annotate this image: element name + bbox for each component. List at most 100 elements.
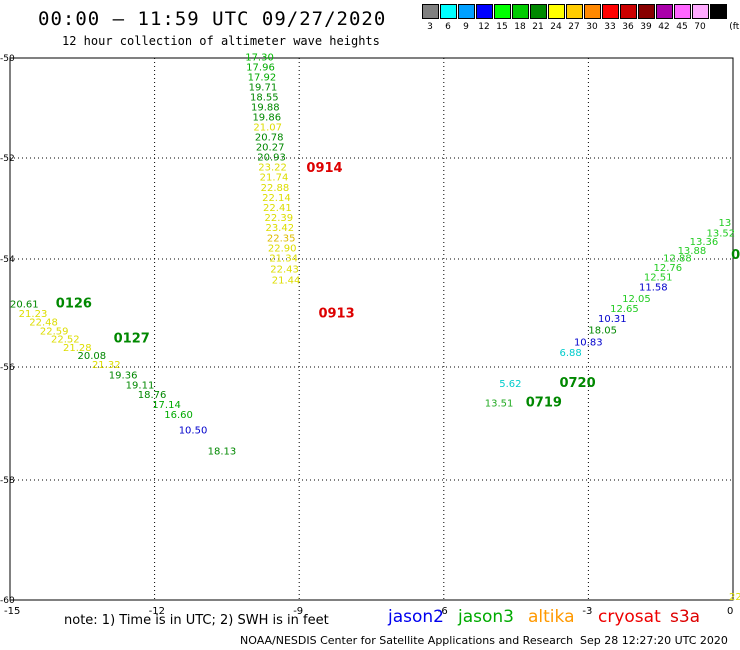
swh-value-label: 21.74: [260, 173, 289, 184]
swh-value-label: 21.34: [269, 254, 298, 265]
swh-value-label: 6.88: [559, 348, 581, 359]
swh-value-label: 17.14: [152, 400, 181, 411]
swh-value-label: 20.93: [257, 153, 286, 164]
swh-value-label: 13: [719, 218, 732, 229]
satellite-label-jason2: jason2: [388, 607, 444, 627]
pass-time-label: 0719: [526, 396, 562, 411]
swh-value-label: 16.60: [164, 410, 193, 421]
track-pass-0126-0127: 20.6121.2322.4822.5922.5221.2820.0821.32…: [10, 297, 236, 458]
swh-value-label: 18.13: [208, 447, 237, 458]
color-scale-label: 36: [622, 22, 634, 32]
color-scale-swatch: [638, 4, 655, 19]
color-scale-swatch: [620, 4, 637, 19]
swh-value-label: 22.90: [268, 243, 297, 254]
lat-tick-label: -50: [0, 54, 15, 64]
axis-ticks: -15 -12 -9 -6 -3 0 -50 -52 -54 -56 -58 -60: [0, 54, 733, 617]
color-scale-swatch: [674, 4, 691, 19]
swh-value-label: 22.52: [51, 335, 80, 346]
swh-value-label: 22.43: [270, 265, 299, 276]
swh-value-label: 18.05: [588, 326, 617, 337]
pass-time-label: 0127: [114, 332, 150, 347]
swh-value-label: 17.30: [245, 53, 274, 64]
lat-tick-label: -56: [0, 363, 15, 373]
swh-value-label: 21.44: [272, 275, 301, 286]
footer-credit: NOAA/NESDIS Center for Satellite Applica…: [240, 634, 574, 647]
swh-value-label: 20.08: [77, 351, 106, 362]
satellite-label-s3a: s3a: [670, 607, 701, 627]
swh-value-label: 10.31: [598, 314, 627, 325]
corner-fragment-label: 22: [729, 592, 740, 603]
color-scale-label: 3: [427, 22, 433, 32]
pass-time-label: 0126: [56, 297, 92, 312]
pass-time-label: 0720: [559, 376, 595, 391]
note-text: note: 1) Time is in UTC; 2) SWH is in fe…: [64, 613, 329, 628]
lon-tick-label: -15: [4, 606, 20, 617]
color-scale-swatch: [476, 4, 493, 19]
lon-tick-label: 0: [727, 606, 733, 617]
lat-tick-label: -52: [0, 154, 15, 164]
swh-value-label: 20.61: [10, 300, 39, 311]
lon-tick-label: -3: [582, 606, 592, 617]
swh-value-label: 13.36: [690, 237, 719, 248]
swh-value-label: 12.65: [610, 304, 639, 315]
color-scale-unit: (ft): [729, 22, 740, 32]
color-scale-label: 6: [445, 22, 451, 32]
swh-value-label: 12.88: [663, 254, 692, 265]
swh-value-label: 5.62: [499, 379, 521, 390]
swh-value-label: 23.42: [265, 223, 294, 234]
swh-value-label: 23.22: [258, 163, 287, 174]
satellite-label-altika: altika: [528, 607, 575, 627]
swh-value-label: 19.36: [109, 370, 138, 381]
color-scale-swatch: [602, 4, 619, 19]
swh-value-label: 12.51: [644, 273, 673, 284]
lon-tick-label: -9: [293, 606, 303, 617]
swh-value-label: 22.59: [40, 327, 69, 338]
color-scale-label: 21: [532, 22, 544, 32]
lat-tick-label: -54: [0, 255, 15, 265]
color-scale-label: 45: [676, 22, 688, 32]
color-scale-swatch: [692, 4, 709, 19]
swh-value-label: 21.28: [63, 343, 92, 354]
satellite-label-cryosat: cryosat: [598, 607, 661, 627]
swh-value-label: 17.96: [246, 63, 275, 74]
map-title: 00:00 – 11:59 UTC 09/27/2020: [38, 8, 387, 30]
color-scale-label: 70: [694, 22, 706, 32]
color-scale-label: 33: [604, 22, 616, 32]
track-pass-ne: 6.8810.8318.0510.3112.6512.0511.5812.511…: [559, 218, 740, 359]
color-scale-label: 9: [463, 22, 469, 32]
lon-tick-label: -6: [438, 606, 448, 617]
swh-value-label: 17.92: [248, 73, 277, 84]
color-scale-label: 42: [658, 22, 670, 32]
color-scale-swatch: [440, 4, 457, 19]
color-scale-swatch: [512, 4, 529, 19]
swh-value-label: 22.88: [261, 183, 290, 194]
lon-tick-label: -12: [149, 606, 165, 617]
swh-value-label: 22.39: [264, 213, 293, 224]
footer-timestamp: Sep 28 12:27:20 UTC 2020: [580, 634, 728, 647]
lat-tick-label: -60: [0, 596, 15, 606]
color-scale-swatch: [566, 4, 583, 19]
swh-value-label: 19.88: [251, 103, 280, 114]
swh-value-label: 21.32: [92, 360, 121, 371]
swh-value-label: 21.23: [19, 309, 48, 320]
color-scale-swatch: [548, 4, 565, 19]
color-scale-swatch: [656, 4, 673, 19]
pass-time-label: 0: [731, 248, 740, 263]
color-scale-swatch: [494, 4, 511, 19]
color-scale-label: 27: [568, 22, 580, 32]
track-pass-0914-0913: 17.3017.9617.9219.7118.5519.8819.8621.07…: [245, 53, 354, 322]
color-scale-swatch: [458, 4, 475, 19]
swh-value-label: 13.88: [678, 246, 707, 257]
pass-time-label: 0913: [318, 306, 354, 321]
map-frame: [9, 57, 734, 601]
color-scale-label: 39: [640, 22, 652, 32]
swh-value-label: 13.51: [485, 399, 514, 410]
swh-value-label: 13.52: [706, 228, 735, 239]
swh-value-label: 22.41: [263, 203, 292, 214]
swh-value-label: 22.35: [267, 233, 296, 244]
color-scale-label: 12: [478, 22, 490, 32]
swh-value-label: 22.14: [262, 193, 291, 204]
pass-time-label: 0914: [306, 161, 342, 176]
satellite-label-jason3: jason3: [458, 607, 514, 627]
